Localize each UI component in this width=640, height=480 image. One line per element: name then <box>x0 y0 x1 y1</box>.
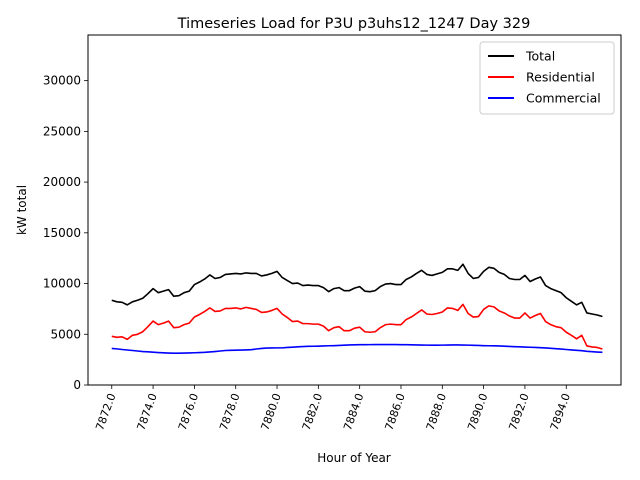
legend-label-total: Total <box>525 49 555 64</box>
series-line-total <box>111 263 603 318</box>
x-tick-label: 7894.0 <box>548 392 573 433</box>
x-tick-label: 7880.0 <box>258 392 283 433</box>
y-tick-label: 0 <box>73 378 81 392</box>
x-tick-label: 7872.0 <box>93 392 118 433</box>
x-axis: 7872.0 7874.0 7876.0 7878.0 7880.0 7882.0 7884… <box>93 385 573 432</box>
series-line-residential <box>111 303 603 350</box>
series-line-commercial <box>111 343 603 354</box>
legend: Total Residential Commercial <box>479 41 615 115</box>
y-tick-label: 20000 <box>43 175 81 189</box>
x-tick-label: 7890.0 <box>465 392 490 433</box>
y-tick-label: 10000 <box>43 277 81 291</box>
legend-box <box>479 41 615 115</box>
x-axis-label: Hour of Year <box>317 451 391 465</box>
legend-label-commercial: Commercial <box>526 91 601 106</box>
y-axis: 0 5000 10000 15000 20000 25000 30000 <box>43 74 88 392</box>
x-tick-label: 7876.0 <box>176 392 201 433</box>
y-tick-label: 25000 <box>43 124 81 138</box>
series-lines <box>111 263 603 354</box>
x-tick-label: 7882.0 <box>300 392 325 433</box>
x-tick-label: 7874.0 <box>135 392 160 433</box>
y-tick-label: 5000 <box>50 327 81 341</box>
y-tick-label: 15000 <box>43 226 81 240</box>
x-tick-label: 7884.0 <box>341 392 366 433</box>
x-tick-label: 7886.0 <box>382 392 407 433</box>
chart-title: Timeseries Load for P3U p3uhs12_1247 Day… <box>177 16 531 32</box>
x-tick-label: 7878.0 <box>217 392 242 433</box>
y-tick-label: 30000 <box>43 74 81 88</box>
x-tick-label: 7888.0 <box>424 392 449 433</box>
plot-frame <box>87 34 622 386</box>
y-axis-label: kW total <box>15 185 29 235</box>
legend-label-residential: Residential <box>526 70 595 85</box>
x-tick-label: 7892.0 <box>506 392 531 433</box>
